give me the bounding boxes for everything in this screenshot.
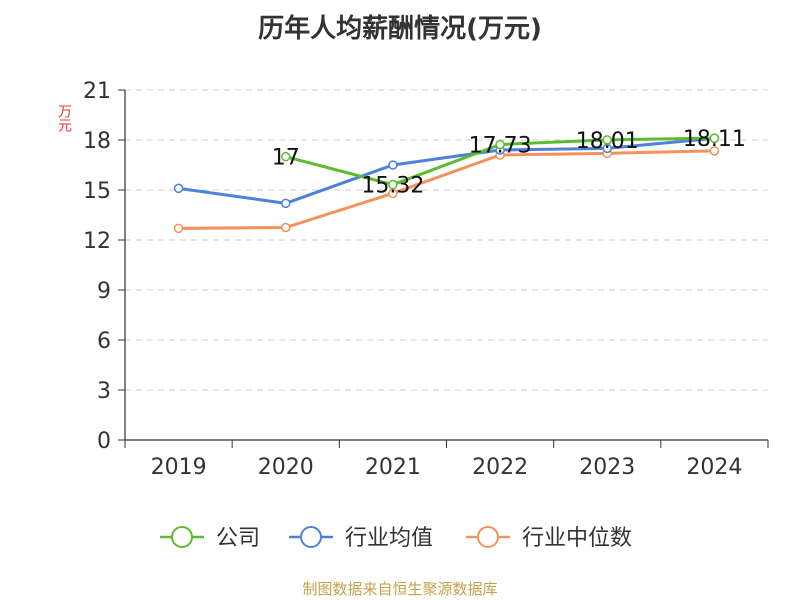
legend-marker: [171, 526, 193, 548]
legend-marker: [300, 526, 322, 548]
data-point: [173, 223, 184, 234]
x-tick-label: 2023: [579, 455, 635, 480]
data-point: [173, 183, 184, 194]
x-tick-label: 2020: [258, 455, 314, 480]
source-footer: 制图数据来自恒生聚源数据库: [302, 580, 498, 598]
x-tick-label: 2022: [472, 455, 528, 480]
data-point: [602, 135, 612, 145]
y-tick-label: 15: [83, 179, 111, 204]
data-point: [388, 179, 398, 190]
y-tick-label: 21: [83, 79, 111, 104]
series-line: [178, 136, 715, 205]
data-label: 18.11: [683, 127, 746, 152]
data-label: 15.32: [361, 174, 424, 199]
data-point: [281, 198, 291, 209]
series-line: [178, 149, 715, 230]
data-point: [709, 146, 720, 156]
x-tick-label: 2024: [686, 455, 742, 480]
legend-label: 行业中位数: [522, 526, 632, 551]
data-label: 18.01: [576, 129, 639, 154]
y-tick-label: 9: [97, 279, 111, 304]
data-point: [709, 133, 720, 143]
y-tick-label: 3: [97, 379, 111, 404]
y-tick-label: 18: [83, 129, 111, 154]
legend-label: 公司: [216, 526, 260, 551]
legend-marker: [477, 526, 499, 548]
x-tick-label: 2021: [365, 455, 421, 480]
y-tick-label: 6: [97, 329, 111, 354]
data-label: 17: [272, 146, 300, 171]
data-label: 17.73: [469, 134, 532, 159]
y-axis-unit-label: 万元: [56, 104, 72, 132]
data-point: [281, 151, 291, 162]
y-tick-label: 12: [83, 229, 111, 254]
data-point: [388, 160, 398, 170]
data-point: [281, 222, 291, 233]
y-tick-label: 0: [97, 429, 111, 454]
data-point: [495, 139, 505, 150]
chart-title: 历年人均薪酬情况(万元): [258, 14, 542, 44]
legend-label: 行业均值: [345, 526, 433, 551]
x-tick-label: 2019: [151, 455, 207, 480]
